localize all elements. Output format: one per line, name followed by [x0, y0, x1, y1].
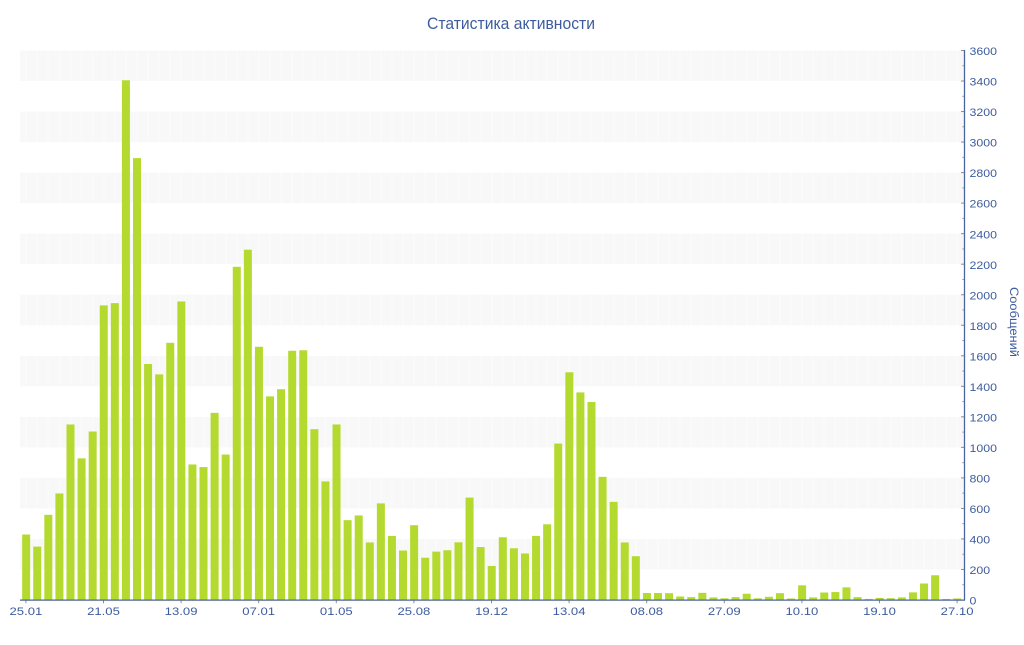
svg-text:21.05: 21.05 [87, 606, 120, 618]
svg-text:Сообщений: Сообщений [1007, 287, 1019, 357]
svg-text:3600: 3600 [970, 46, 998, 58]
svg-text:3400: 3400 [970, 77, 998, 89]
svg-text:07.01: 07.01 [242, 606, 275, 618]
svg-text:13.09: 13.09 [165, 606, 198, 618]
svg-text:27.09: 27.09 [708, 606, 741, 618]
svg-text:800: 800 [970, 473, 991, 485]
svg-text:1000: 1000 [970, 443, 998, 455]
svg-text:600: 600 [970, 504, 991, 516]
svg-text:19.10: 19.10 [863, 606, 896, 618]
svg-text:2000: 2000 [970, 290, 998, 302]
svg-text:10.10: 10.10 [786, 606, 819, 618]
svg-text:200: 200 [970, 565, 991, 577]
svg-text:2800: 2800 [970, 168, 998, 180]
svg-text:400: 400 [970, 535, 991, 547]
svg-text:2400: 2400 [970, 229, 998, 241]
svg-text:19.12: 19.12 [475, 606, 508, 618]
svg-text:3000: 3000 [970, 138, 998, 150]
svg-text:Статистика активности: Статистика активности [427, 14, 595, 33]
svg-text:1800: 1800 [970, 321, 998, 333]
svg-text:25.01: 25.01 [10, 606, 43, 618]
svg-text:08.08: 08.08 [630, 606, 663, 618]
svg-text:01.05: 01.05 [320, 606, 353, 618]
svg-text:27.10: 27.10 [941, 606, 974, 618]
svg-text:2600: 2600 [970, 199, 998, 211]
svg-text:1200: 1200 [970, 412, 998, 424]
svg-text:13.04: 13.04 [553, 606, 586, 618]
svg-text:2200: 2200 [970, 260, 998, 272]
svg-text:25.08: 25.08 [398, 606, 431, 618]
svg-text:1400: 1400 [970, 382, 998, 394]
svg-text:1600: 1600 [970, 351, 998, 363]
svg-text:3200: 3200 [970, 107, 998, 119]
svg-text:0: 0 [970, 596, 977, 608]
